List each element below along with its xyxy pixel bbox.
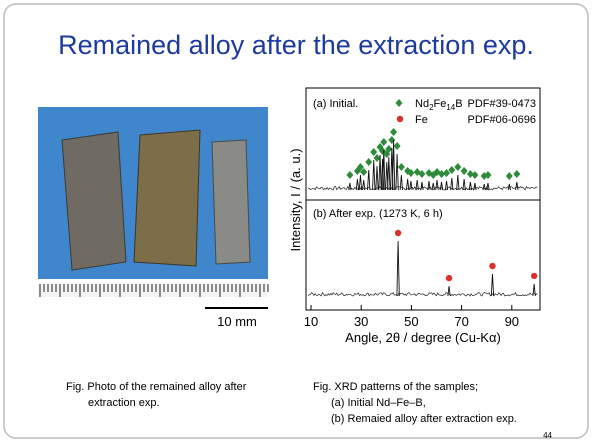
panel-label: (b) After exp. (1273 K, 6 h) [313, 208, 443, 220]
formula-part: B [455, 98, 462, 110]
photo-caption: extraction exp. [88, 397, 160, 409]
x-tick-label: 50 [404, 314, 418, 329]
circle-marker [446, 275, 452, 281]
alloy-block [212, 140, 250, 264]
photo: 10 mm [38, 107, 268, 329]
circle-marker [531, 273, 537, 279]
circle-marker [397, 116, 403, 122]
xrd-caption: (a) Initial Nd–Fe–B, [331, 397, 426, 409]
slide: Remained alloy after the extraction exp.… [0, 0, 592, 442]
fe-legend-label: Fe [415, 114, 428, 126]
x-tick-label: 90 [505, 314, 519, 329]
xrd-caption: Fig. XRD patterns of the samples; [313, 381, 478, 393]
photo-caption: Fig. Photo of the remained alloy after [66, 381, 247, 393]
x-axis-label: Angle, 2θ / degree (Cu-Kα) [345, 330, 501, 345]
slide-title: Remained alloy after the extraction exp. [58, 30, 534, 60]
y-axis-label: Intensity, I / (a. u.) [288, 148, 303, 251]
alloy-block [134, 130, 200, 266]
fe-legend-pdf: PDF#06-0696 [468, 114, 537, 126]
formula-part: Nd [415, 98, 429, 110]
x-tick-label: 70 [454, 314, 468, 329]
xrd-chart: Intensity, I / (a. u.) Angle, 2θ / degre… [288, 88, 540, 345]
circle-marker [489, 263, 495, 269]
x-tick-label: 30 [354, 314, 368, 329]
alloy-block [62, 132, 126, 270]
circle-marker [395, 230, 401, 236]
nd-legend-pdf: PDF#39-0473 [468, 98, 537, 110]
page-number: 44 [543, 431, 552, 440]
x-tick-label: 10 [304, 314, 318, 329]
formula-part: Fe [434, 98, 447, 110]
nd-legend-label: Nd2Fe14B [415, 98, 463, 112]
panel-label: (a) Initial. [313, 98, 358, 110]
scale-label: 10 mm [217, 314, 257, 329]
xrd-caption: (b) Remaied alloy after extraction exp. [331, 413, 517, 425]
